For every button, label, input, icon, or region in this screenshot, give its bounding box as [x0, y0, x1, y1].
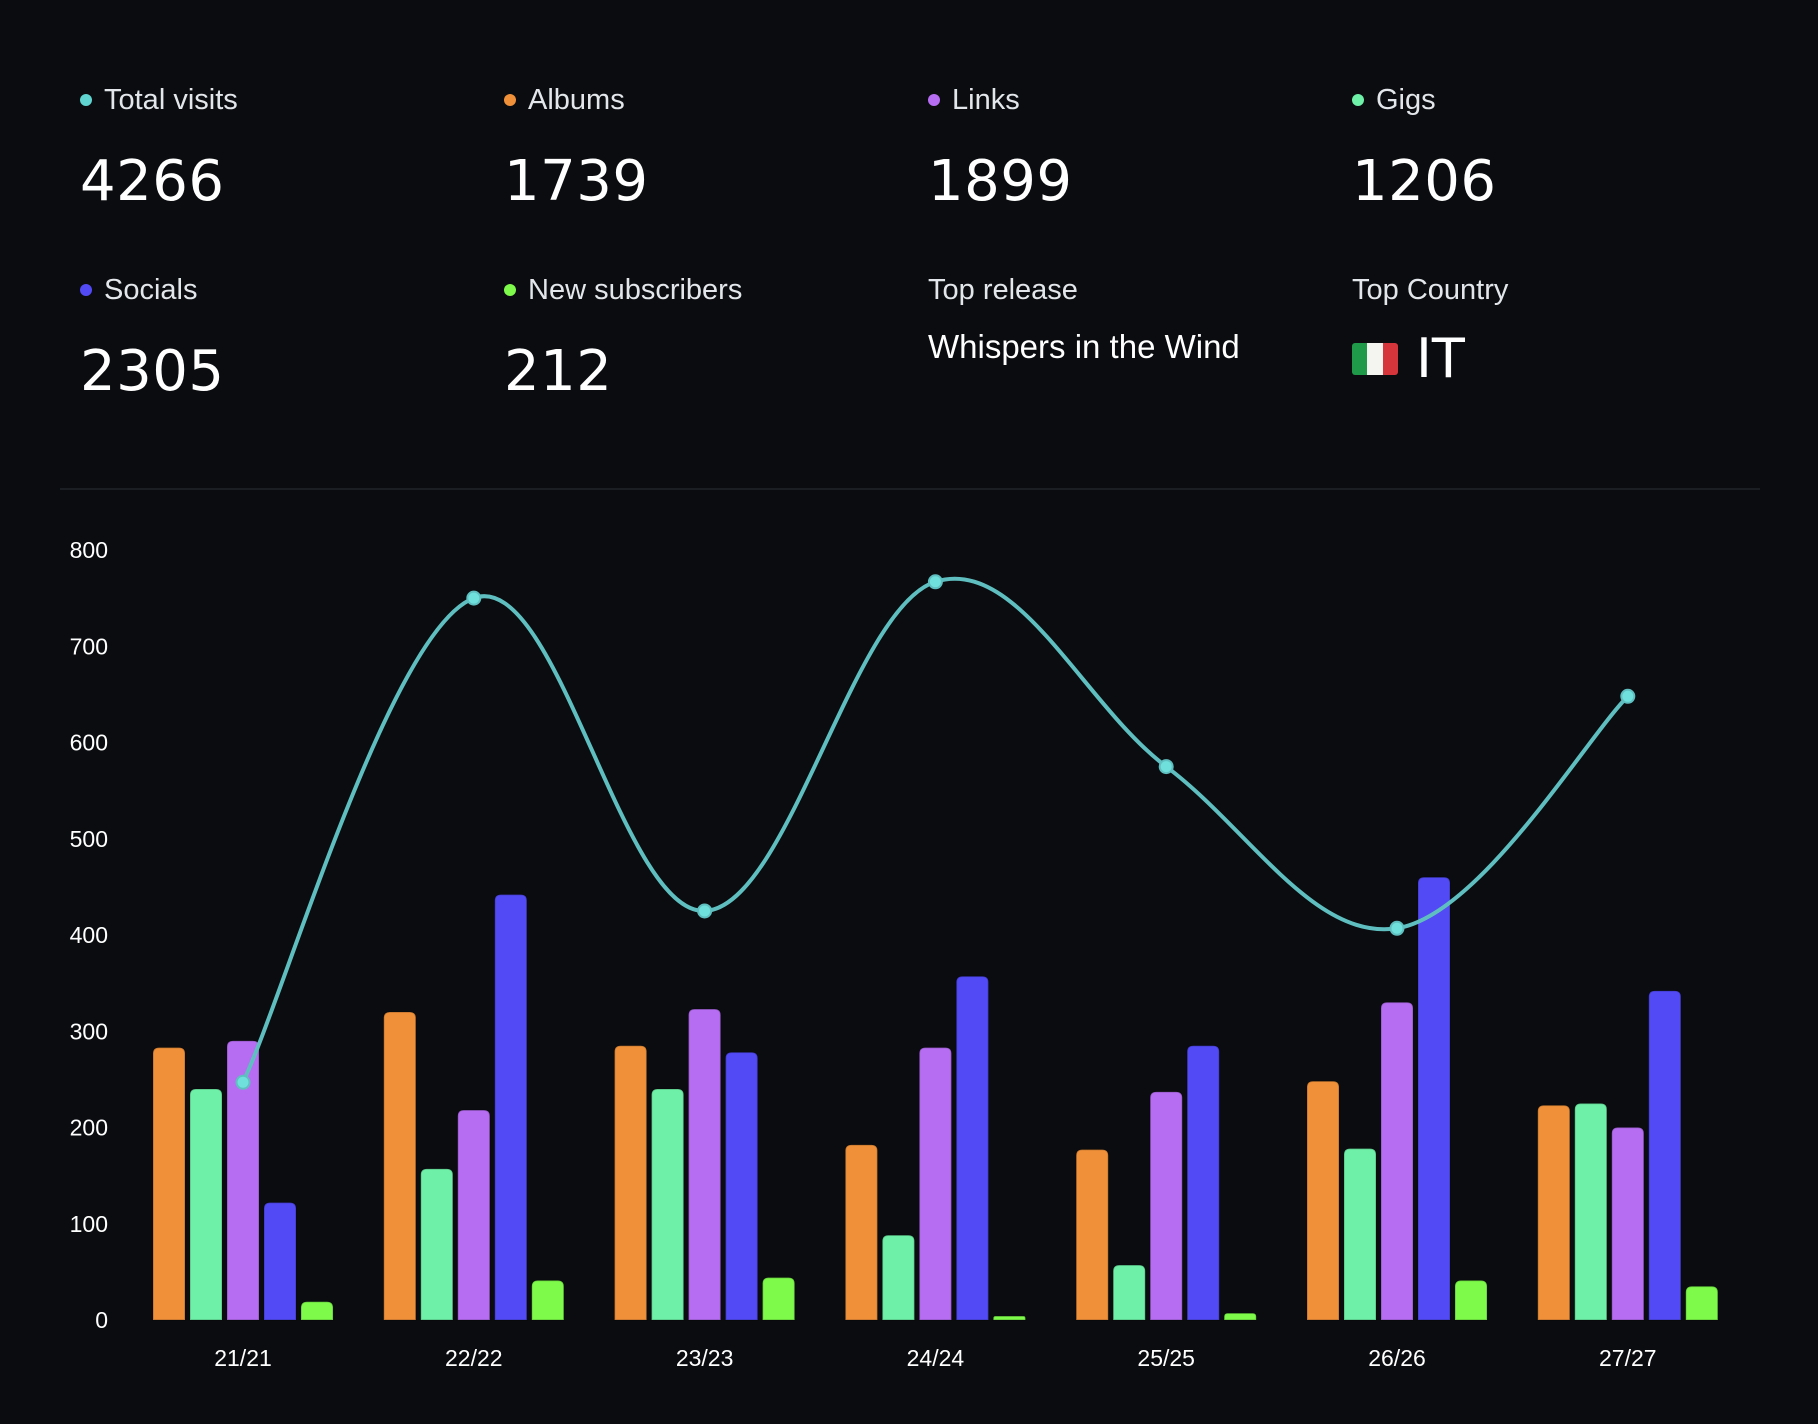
bar-new-subscribers[interactable] [300, 1300, 334, 1321]
socials-dot-icon [80, 284, 92, 296]
y-tick-label: 100 [70, 1211, 108, 1237]
x-tick-label: 23/23 [676, 1345, 734, 1371]
bar-gigs[interactable] [1343, 1147, 1377, 1321]
stat-value: 212 [504, 339, 613, 404]
bar-links[interactable] [1149, 1091, 1183, 1321]
stat-albums: Albums 1739 [504, 80, 924, 210]
line-point[interactable] [1620, 688, 1636, 704]
y-axis: 0 100 200 300 400 500 600 700 800 [70, 537, 108, 1333]
line-point[interactable] [697, 903, 713, 919]
line-point[interactable] [235, 1074, 251, 1090]
stat-value: 1206 [1352, 149, 1497, 214]
x-tick-label: 22/22 [445, 1345, 503, 1371]
bar-socials[interactable] [955, 975, 990, 1321]
stat-label: Links [952, 83, 1020, 116]
stat-label: Gigs [1376, 83, 1436, 116]
bar-albums[interactable] [383, 1011, 417, 1321]
line-point[interactable] [1389, 920, 1405, 936]
bar-gigs[interactable] [420, 1168, 454, 1321]
y-tick-label: 0 [95, 1307, 108, 1333]
bar-line-chart: 0 100 200 300 400 500 600 700 800 21/21 22/22 23/2… [70, 537, 1719, 1371]
stat-top-country: Top Country IT [1352, 270, 1772, 386]
bar-new-subscribers[interactable] [531, 1279, 565, 1321]
bar-socials[interactable] [724, 1051, 759, 1321]
y-tick-label: 700 [70, 633, 108, 659]
stat-total-visits: Total visits 4266 [80, 80, 500, 210]
y-tick-label: 200 [70, 1115, 108, 1141]
new-subscribers-dot-icon [504, 284, 516, 296]
bar-gigs[interactable] [189, 1088, 223, 1321]
bar-socials[interactable] [263, 1201, 297, 1321]
bar-links[interactable] [457, 1109, 491, 1321]
y-tick-label: 500 [70, 826, 108, 852]
bar-albums[interactable] [152, 1046, 186, 1321]
bar-new-subscribers[interactable] [1223, 1312, 1257, 1321]
line-point[interactable] [927, 574, 943, 590]
bar-socials[interactable] [1186, 1044, 1220, 1321]
bar-gigs[interactable] [881, 1234, 916, 1321]
bar-new-subscribers[interactable] [1454, 1279, 1488, 1321]
albums-dot-icon [504, 94, 516, 106]
x-axis: 21/21 22/22 23/23 24/24 25/25 26/26 27/27 [214, 1345, 1656, 1371]
stats-panel: Total visits 4266 Albums 1739 Links 1899… [80, 80, 1780, 460]
stat-label: Total visits [104, 83, 238, 116]
bar-socials[interactable] [494, 893, 528, 1321]
y-tick-label: 800 [70, 537, 108, 563]
bar-gigs[interactable] [1574, 1102, 1608, 1321]
stat-label: Socials [104, 273, 198, 306]
bar-albums[interactable] [844, 1144, 879, 1321]
stat-gigs: Gigs 1206 [1352, 80, 1772, 210]
bar-albums[interactable] [1306, 1080, 1340, 1321]
bar-links[interactable] [1611, 1126, 1645, 1321]
y-tick-label: 400 [70, 922, 108, 948]
y-tick-label: 300 [70, 1018, 108, 1044]
stat-value: 2305 [80, 339, 225, 404]
visits-line [235, 574, 1636, 1090]
stat-label: Top Country [1352, 273, 1509, 306]
bar-gigs[interactable] [650, 1088, 685, 1321]
x-tick-label: 27/27 [1599, 1345, 1657, 1371]
stat-socials: Socials 2305 [80, 270, 500, 400]
bar-new-subscribers[interactable] [1685, 1285, 1719, 1321]
x-tick-label: 26/26 [1368, 1345, 1426, 1371]
stat-label: New subscribers [528, 273, 743, 306]
stat-value: 1899 [928, 149, 1073, 214]
divider [60, 488, 1760, 490]
top-release-title: Whispers in the Wind [928, 328, 1240, 365]
total-visits-dot-icon [80, 94, 92, 106]
stat-links: Links 1899 [928, 80, 1348, 210]
bar-new-subscribers[interactable] [761, 1276, 796, 1321]
bar-albums[interactable] [613, 1044, 648, 1321]
line-point[interactable] [1158, 759, 1174, 775]
italy-flag-icon [1352, 343, 1398, 375]
gigs-dot-icon [1352, 94, 1364, 106]
bar-links[interactable] [687, 1008, 722, 1321]
x-tick-label: 25/25 [1137, 1345, 1195, 1371]
bars [152, 876, 1719, 1321]
y-tick-label: 600 [70, 730, 108, 756]
x-tick-label: 24/24 [907, 1345, 965, 1371]
bar-new-subscribers[interactable] [992, 1315, 1027, 1321]
links-dot-icon [928, 94, 940, 106]
bar-socials[interactable] [1417, 876, 1451, 1321]
stat-new-subscribers: New subscribers 212 [504, 270, 924, 400]
x-tick-label: 21/21 [214, 1345, 272, 1371]
bar-links[interactable] [1380, 1001, 1414, 1321]
bar-socials[interactable] [1648, 990, 1682, 1321]
stat-label: Albums [528, 83, 625, 116]
stat-top-release: Top release Whispers in the Wind [928, 270, 1348, 366]
bar-albums[interactable] [1537, 1104, 1571, 1321]
country-code: IT [1416, 327, 1465, 390]
line-point[interactable] [466, 590, 482, 606]
stat-value: 4266 [80, 149, 225, 214]
line-total-visits [241, 577, 1630, 1084]
stat-label: Top release [928, 273, 1078, 306]
stat-value: 1739 [504, 149, 649, 214]
bar-links[interactable] [918, 1046, 953, 1321]
bar-albums[interactable] [1075, 1148, 1109, 1321]
bar-gigs[interactable] [1112, 1264, 1146, 1321]
